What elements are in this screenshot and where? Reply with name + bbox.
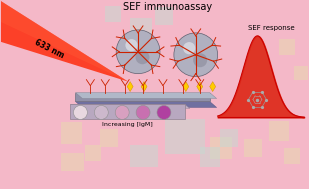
Text: 633 nm: 633 nm: [33, 37, 65, 60]
Polygon shape: [127, 82, 133, 91]
Text: SEF response: SEF response: [248, 25, 295, 31]
FancyBboxPatch shape: [244, 139, 262, 157]
Circle shape: [94, 105, 108, 119]
FancyBboxPatch shape: [70, 105, 185, 119]
Polygon shape: [141, 82, 147, 91]
Polygon shape: [183, 82, 189, 91]
Polygon shape: [1, 1, 128, 82]
FancyBboxPatch shape: [130, 145, 158, 167]
FancyBboxPatch shape: [61, 153, 84, 171]
Circle shape: [174, 33, 218, 77]
FancyBboxPatch shape: [294, 66, 308, 80]
Circle shape: [193, 53, 207, 67]
Circle shape: [157, 105, 171, 119]
Polygon shape: [197, 82, 203, 91]
Polygon shape: [210, 82, 216, 91]
FancyBboxPatch shape: [210, 137, 231, 159]
Text: Increasing [IgM]: Increasing [IgM]: [102, 122, 153, 127]
Polygon shape: [75, 93, 217, 98]
FancyBboxPatch shape: [155, 7, 173, 25]
Circle shape: [74, 105, 87, 119]
FancyBboxPatch shape: [105, 6, 121, 22]
FancyBboxPatch shape: [100, 129, 118, 147]
FancyBboxPatch shape: [284, 148, 300, 164]
FancyBboxPatch shape: [165, 119, 205, 154]
Text: SEF immunoassay: SEF immunoassay: [123, 2, 213, 12]
Circle shape: [116, 30, 160, 74]
FancyBboxPatch shape: [75, 93, 210, 101]
FancyBboxPatch shape: [85, 145, 101, 161]
Circle shape: [136, 105, 150, 119]
FancyBboxPatch shape: [61, 122, 83, 144]
FancyBboxPatch shape: [269, 121, 289, 141]
Polygon shape: [75, 101, 217, 108]
Polygon shape: [1, 1, 128, 82]
FancyBboxPatch shape: [279, 39, 295, 55]
FancyBboxPatch shape: [249, 50, 269, 70]
Circle shape: [125, 39, 138, 51]
Circle shape: [135, 50, 150, 64]
Circle shape: [183, 42, 195, 54]
FancyBboxPatch shape: [200, 147, 220, 167]
Circle shape: [115, 105, 129, 119]
FancyBboxPatch shape: [130, 18, 152, 40]
Polygon shape: [70, 105, 190, 108]
FancyBboxPatch shape: [220, 129, 238, 147]
